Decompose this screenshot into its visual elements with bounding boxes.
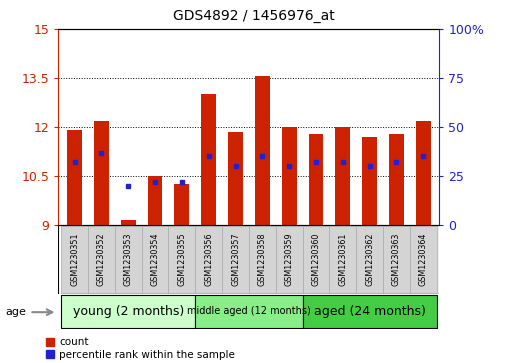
FancyBboxPatch shape <box>169 226 195 293</box>
Text: young (2 months): young (2 months) <box>73 305 184 318</box>
FancyBboxPatch shape <box>61 295 195 328</box>
Bar <box>335 127 350 225</box>
FancyBboxPatch shape <box>61 226 88 293</box>
Text: GSM1230354: GSM1230354 <box>150 233 160 286</box>
Bar <box>67 130 82 225</box>
Bar <box>201 94 216 225</box>
FancyBboxPatch shape <box>276 226 303 293</box>
Bar <box>282 127 297 225</box>
Text: GSM1230352: GSM1230352 <box>97 233 106 286</box>
Text: GDS4892 / 1456976_at: GDS4892 / 1456976_at <box>173 9 335 23</box>
Bar <box>389 134 404 225</box>
Bar <box>416 121 431 225</box>
Text: age: age <box>5 307 26 317</box>
FancyBboxPatch shape <box>383 226 410 293</box>
FancyBboxPatch shape <box>195 226 222 293</box>
Text: aged (24 months): aged (24 months) <box>314 305 426 318</box>
Bar <box>255 77 270 225</box>
Text: middle aged (12 months): middle aged (12 months) <box>187 306 311 316</box>
Text: GSM1230359: GSM1230359 <box>284 233 294 286</box>
FancyBboxPatch shape <box>115 226 142 293</box>
FancyBboxPatch shape <box>142 226 169 293</box>
FancyBboxPatch shape <box>303 226 329 293</box>
Text: GSM1230361: GSM1230361 <box>338 233 347 286</box>
Bar <box>174 184 189 225</box>
Legend: count, percentile rank within the sample: count, percentile rank within the sample <box>46 337 235 360</box>
Bar <box>94 121 109 225</box>
Text: GSM1230363: GSM1230363 <box>392 233 401 286</box>
Text: GSM1230356: GSM1230356 <box>204 233 213 286</box>
Text: GSM1230360: GSM1230360 <box>311 233 321 286</box>
FancyBboxPatch shape <box>410 226 437 293</box>
Text: GSM1230357: GSM1230357 <box>231 233 240 286</box>
Text: GSM1230351: GSM1230351 <box>70 233 79 286</box>
FancyBboxPatch shape <box>356 226 383 293</box>
Bar <box>362 137 377 225</box>
FancyBboxPatch shape <box>222 226 249 293</box>
Bar <box>309 134 324 225</box>
Bar <box>121 220 136 225</box>
Text: GSM1230364: GSM1230364 <box>419 233 428 286</box>
FancyBboxPatch shape <box>329 226 356 293</box>
Text: GSM1230355: GSM1230355 <box>177 233 186 286</box>
FancyBboxPatch shape <box>195 295 303 328</box>
Bar <box>148 176 163 225</box>
Bar <box>228 132 243 225</box>
Text: GSM1230362: GSM1230362 <box>365 233 374 286</box>
FancyBboxPatch shape <box>249 226 276 293</box>
Text: GSM1230353: GSM1230353 <box>123 233 133 286</box>
FancyBboxPatch shape <box>88 226 115 293</box>
Text: GSM1230358: GSM1230358 <box>258 233 267 286</box>
FancyBboxPatch shape <box>303 295 437 328</box>
